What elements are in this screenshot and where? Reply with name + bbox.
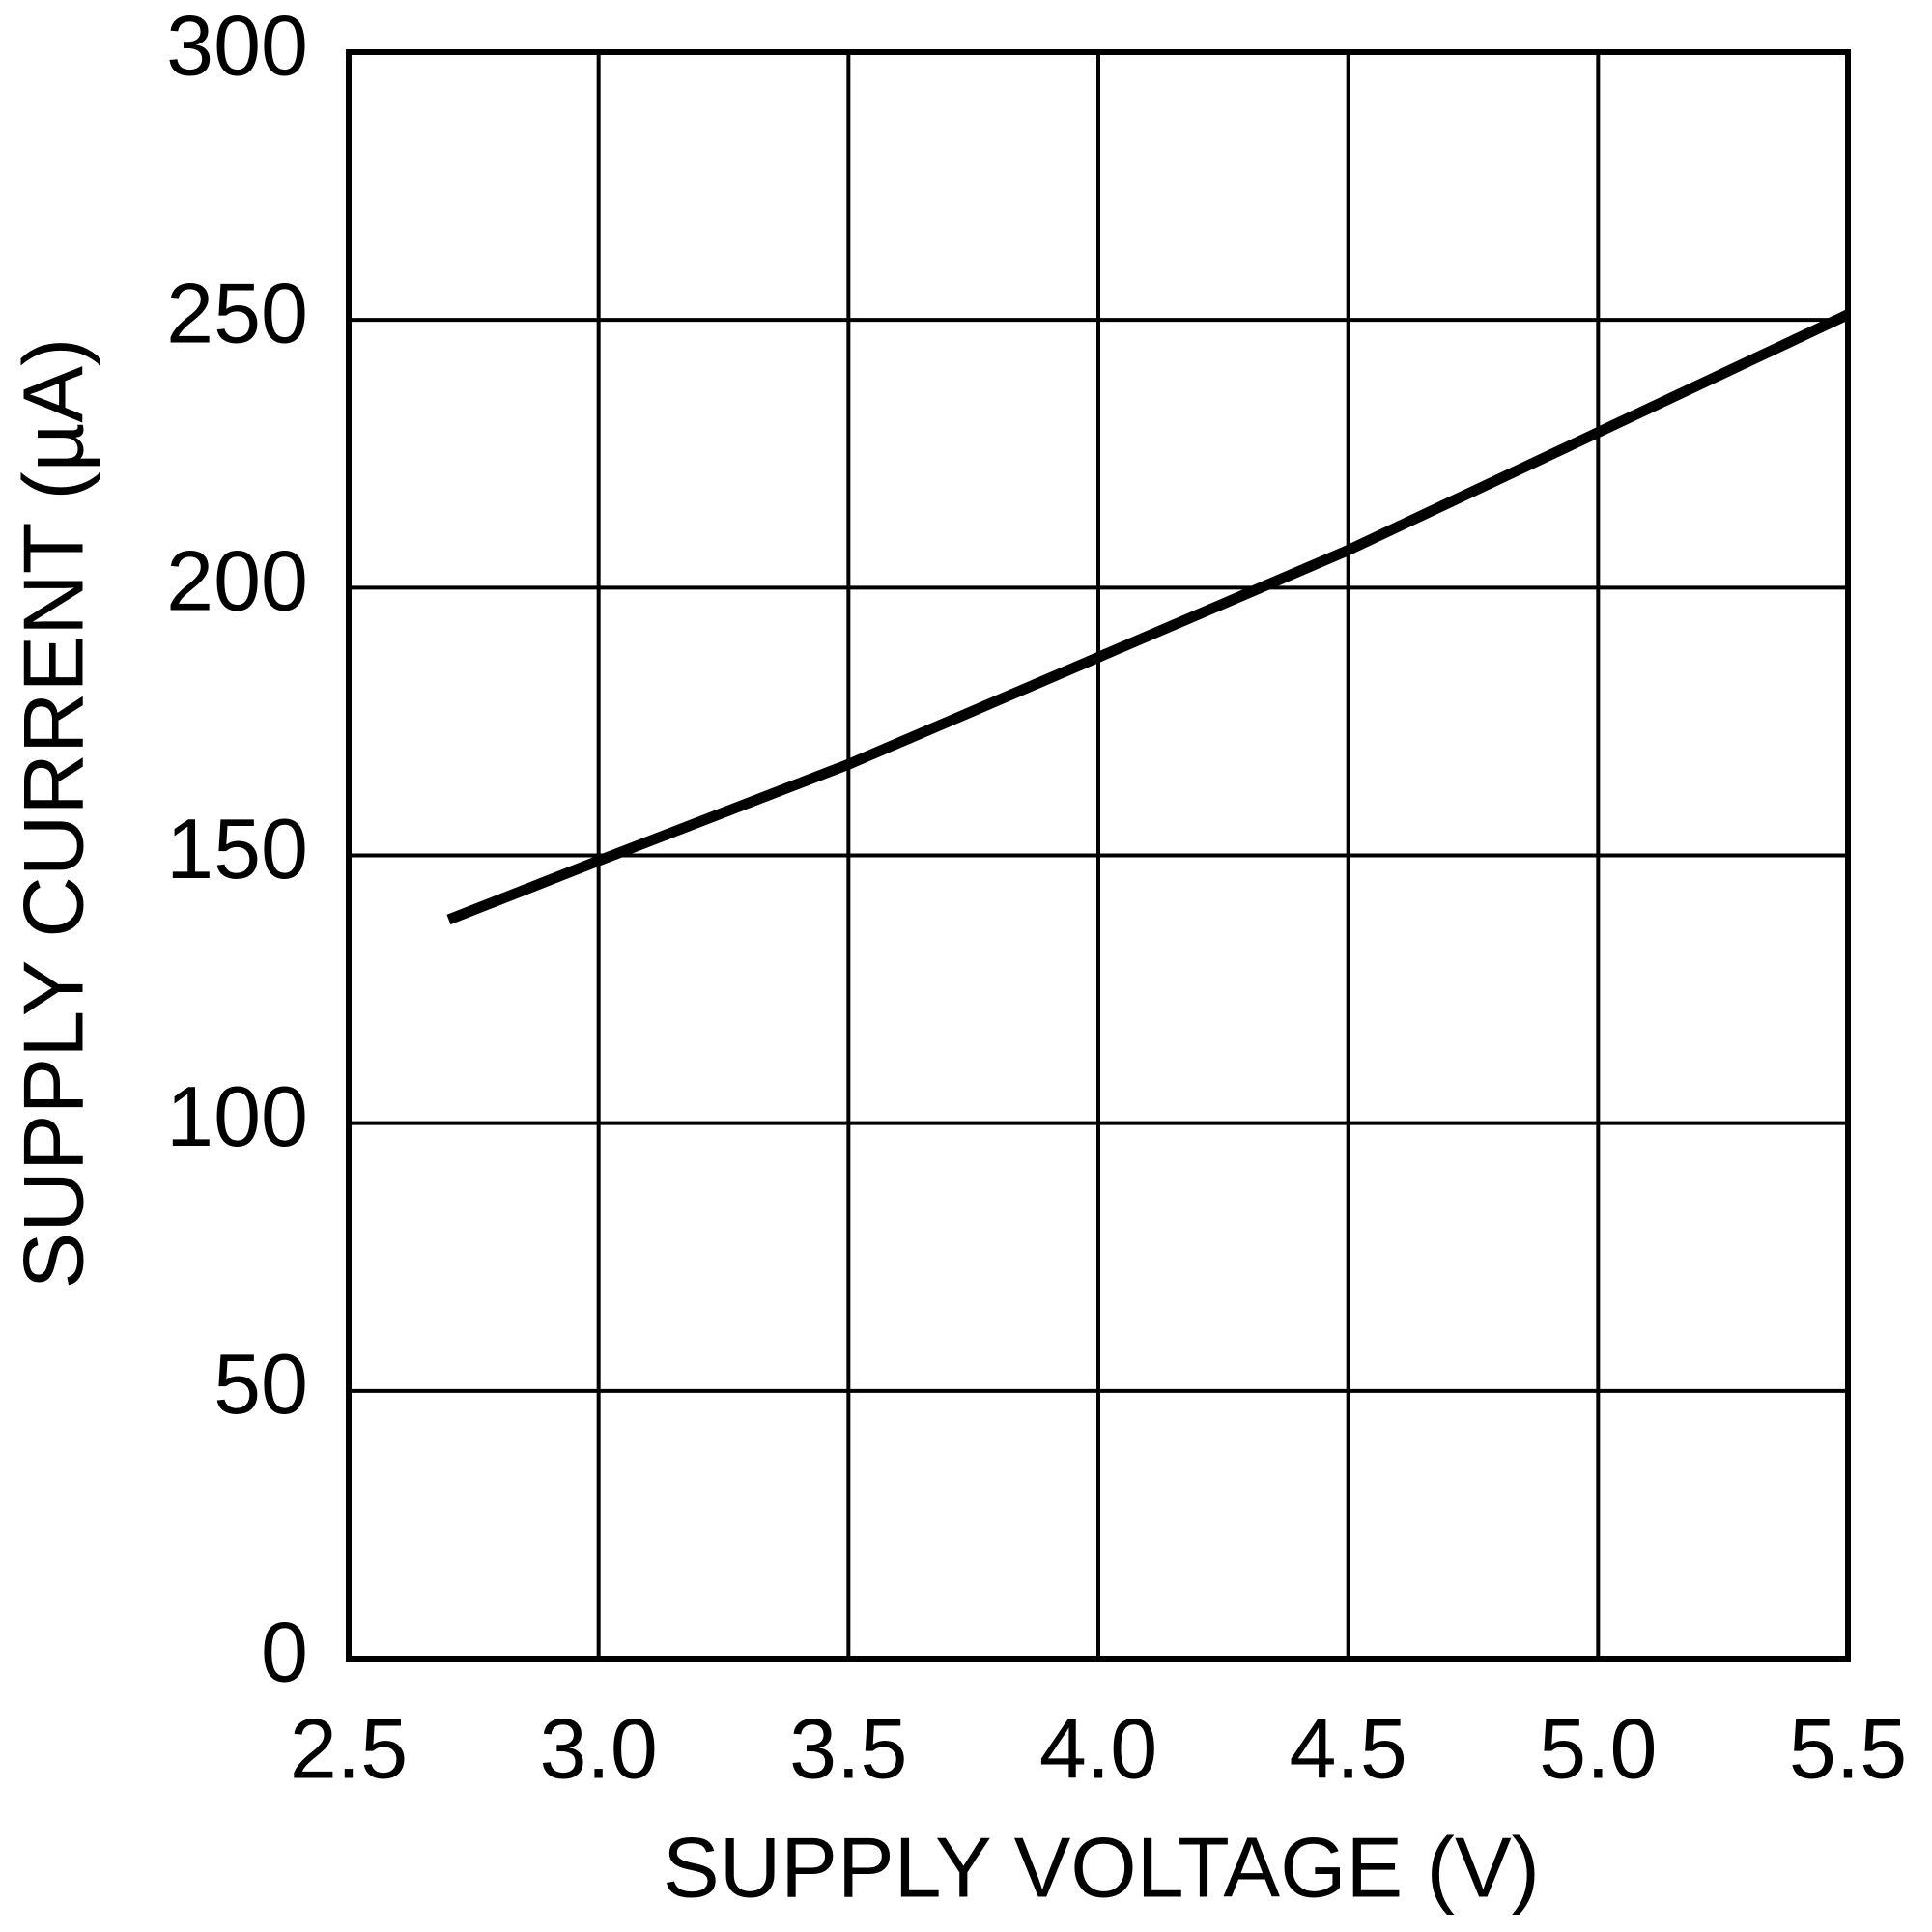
y-tick-label: 300 xyxy=(166,0,308,93)
x-tick-label: 5.5 xyxy=(1789,1700,1907,1796)
x-tick-label: 3.5 xyxy=(789,1700,907,1796)
y-tick-label: 200 xyxy=(166,533,308,629)
x-tick-label: 5.0 xyxy=(1539,1700,1657,1796)
data-line xyxy=(446,309,1851,925)
x-tick-label: 4.0 xyxy=(1039,1700,1157,1796)
y-tick-label: 150 xyxy=(166,801,308,896)
y-tick-label: 50 xyxy=(213,1336,308,1432)
plot-frame xyxy=(346,49,1851,1662)
x-tick-label: 2.5 xyxy=(290,1700,408,1796)
x-tick-label: 3.0 xyxy=(539,1700,657,1796)
y-axis-title: SUPPLY CURRENT (µA) xyxy=(5,338,100,1290)
y-tick-label: 250 xyxy=(166,265,308,360)
y-tick-label: 0 xyxy=(261,1604,308,1699)
x-axis-title: SUPPLY VOLTAGE (V) xyxy=(663,1819,1540,1915)
x-tick-label: 4.5 xyxy=(1289,1700,1406,1796)
y-tick-label: 100 xyxy=(166,1068,308,1164)
